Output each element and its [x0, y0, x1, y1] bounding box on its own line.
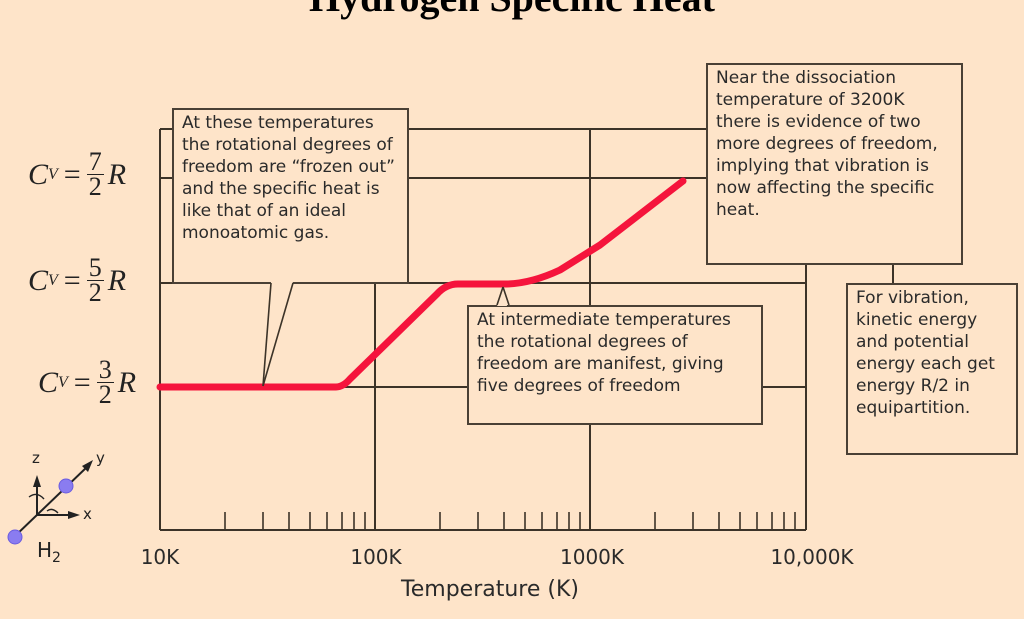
cv-subscript: V [48, 271, 58, 289]
equals: = [63, 157, 81, 191]
cv-symbol: C [38, 365, 59, 399]
denominator: 2 [88, 172, 102, 201]
annotation-vibration: For vibration, kinetic energy and potent… [846, 283, 1018, 455]
minor-ticks [224, 512, 796, 530]
numerator: 5 [86, 253, 104, 282]
annotation-intermediate: At intermediate temperatures the rotatio… [467, 305, 763, 425]
h2-molecule-icon [7, 460, 93, 545]
x-tick-100k: 100K [350, 545, 402, 569]
y-axis-molecule-label: y [96, 449, 105, 467]
cv-symbol: C [28, 157, 49, 191]
equals: = [73, 365, 91, 399]
molecule-label: H2 [37, 538, 61, 566]
chart-title: Hydrogen Specific Heat [0, 0, 1024, 21]
x-axis-molecule-label: x [83, 505, 92, 523]
numerator: 7 [86, 147, 104, 176]
cv-subscript: V [48, 165, 58, 183]
r-symbol: R [107, 157, 127, 191]
annotation-dissociation: Near the dissociation temperature of 320… [706, 63, 963, 265]
cv-subscript: V [58, 373, 68, 391]
x-tick-10000k: 10,000K [770, 545, 854, 569]
x-tick-10k: 10K [140, 545, 180, 569]
x-axis-label: Temperature (K) [401, 577, 579, 602]
denominator: 2 [98, 380, 112, 409]
z-axis-label: z [32, 449, 40, 467]
molecule-h: H [37, 538, 53, 562]
equals: = [63, 263, 81, 297]
molecule-subscript: 2 [52, 550, 61, 566]
annotation-frozen: At these temperatures the rotational deg… [172, 108, 409, 284]
specific-heat-curve [156, 177, 687, 391]
numerator: 3 [96, 355, 114, 384]
r-symbol: R [117, 365, 137, 399]
x-tick-1000k: 1000K [559, 545, 625, 569]
cv-symbol: C [28, 263, 49, 297]
r-symbol: R [107, 263, 127, 297]
denominator: 2 [88, 278, 102, 307]
